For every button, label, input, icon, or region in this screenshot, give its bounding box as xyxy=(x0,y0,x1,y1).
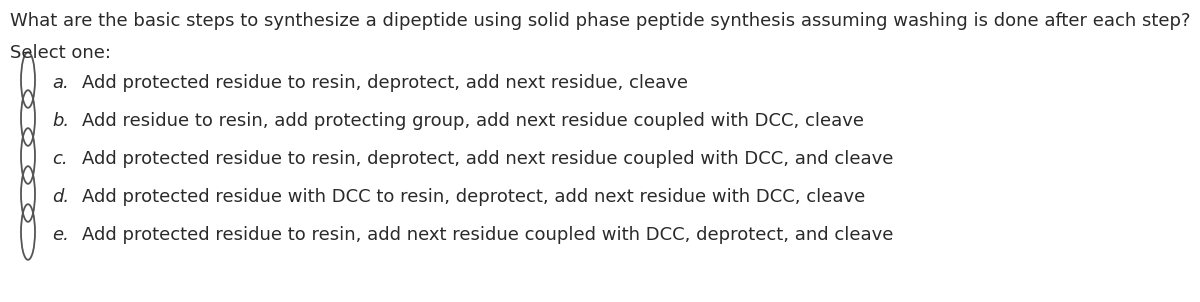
Text: What are the basic steps to synthesize a dipeptide using solid phase peptide syn: What are the basic steps to synthesize a… xyxy=(10,12,1190,30)
Text: b.: b. xyxy=(52,112,70,130)
Text: a.: a. xyxy=(52,74,68,92)
Text: Add residue to resin, add protecting group, add next residue coupled with DCC, c: Add residue to resin, add protecting gro… xyxy=(82,112,864,130)
Text: Add protected residue to resin, deprotect, add next residue coupled with DCC, an: Add protected residue to resin, deprotec… xyxy=(82,150,893,168)
Text: c.: c. xyxy=(52,150,67,168)
Text: Select one:: Select one: xyxy=(10,44,112,62)
Text: Add protected residue to resin, deprotect, add next residue, cleave: Add protected residue to resin, deprotec… xyxy=(82,74,688,92)
Text: Add protected residue with DCC to resin, deprotect, add next residue with DCC, c: Add protected residue with DCC to resin,… xyxy=(82,188,865,206)
Text: e.: e. xyxy=(52,226,68,244)
Text: Add protected residue to resin, add next residue coupled with DCC, deprotect, an: Add protected residue to resin, add next… xyxy=(82,226,893,244)
Text: d.: d. xyxy=(52,188,70,206)
